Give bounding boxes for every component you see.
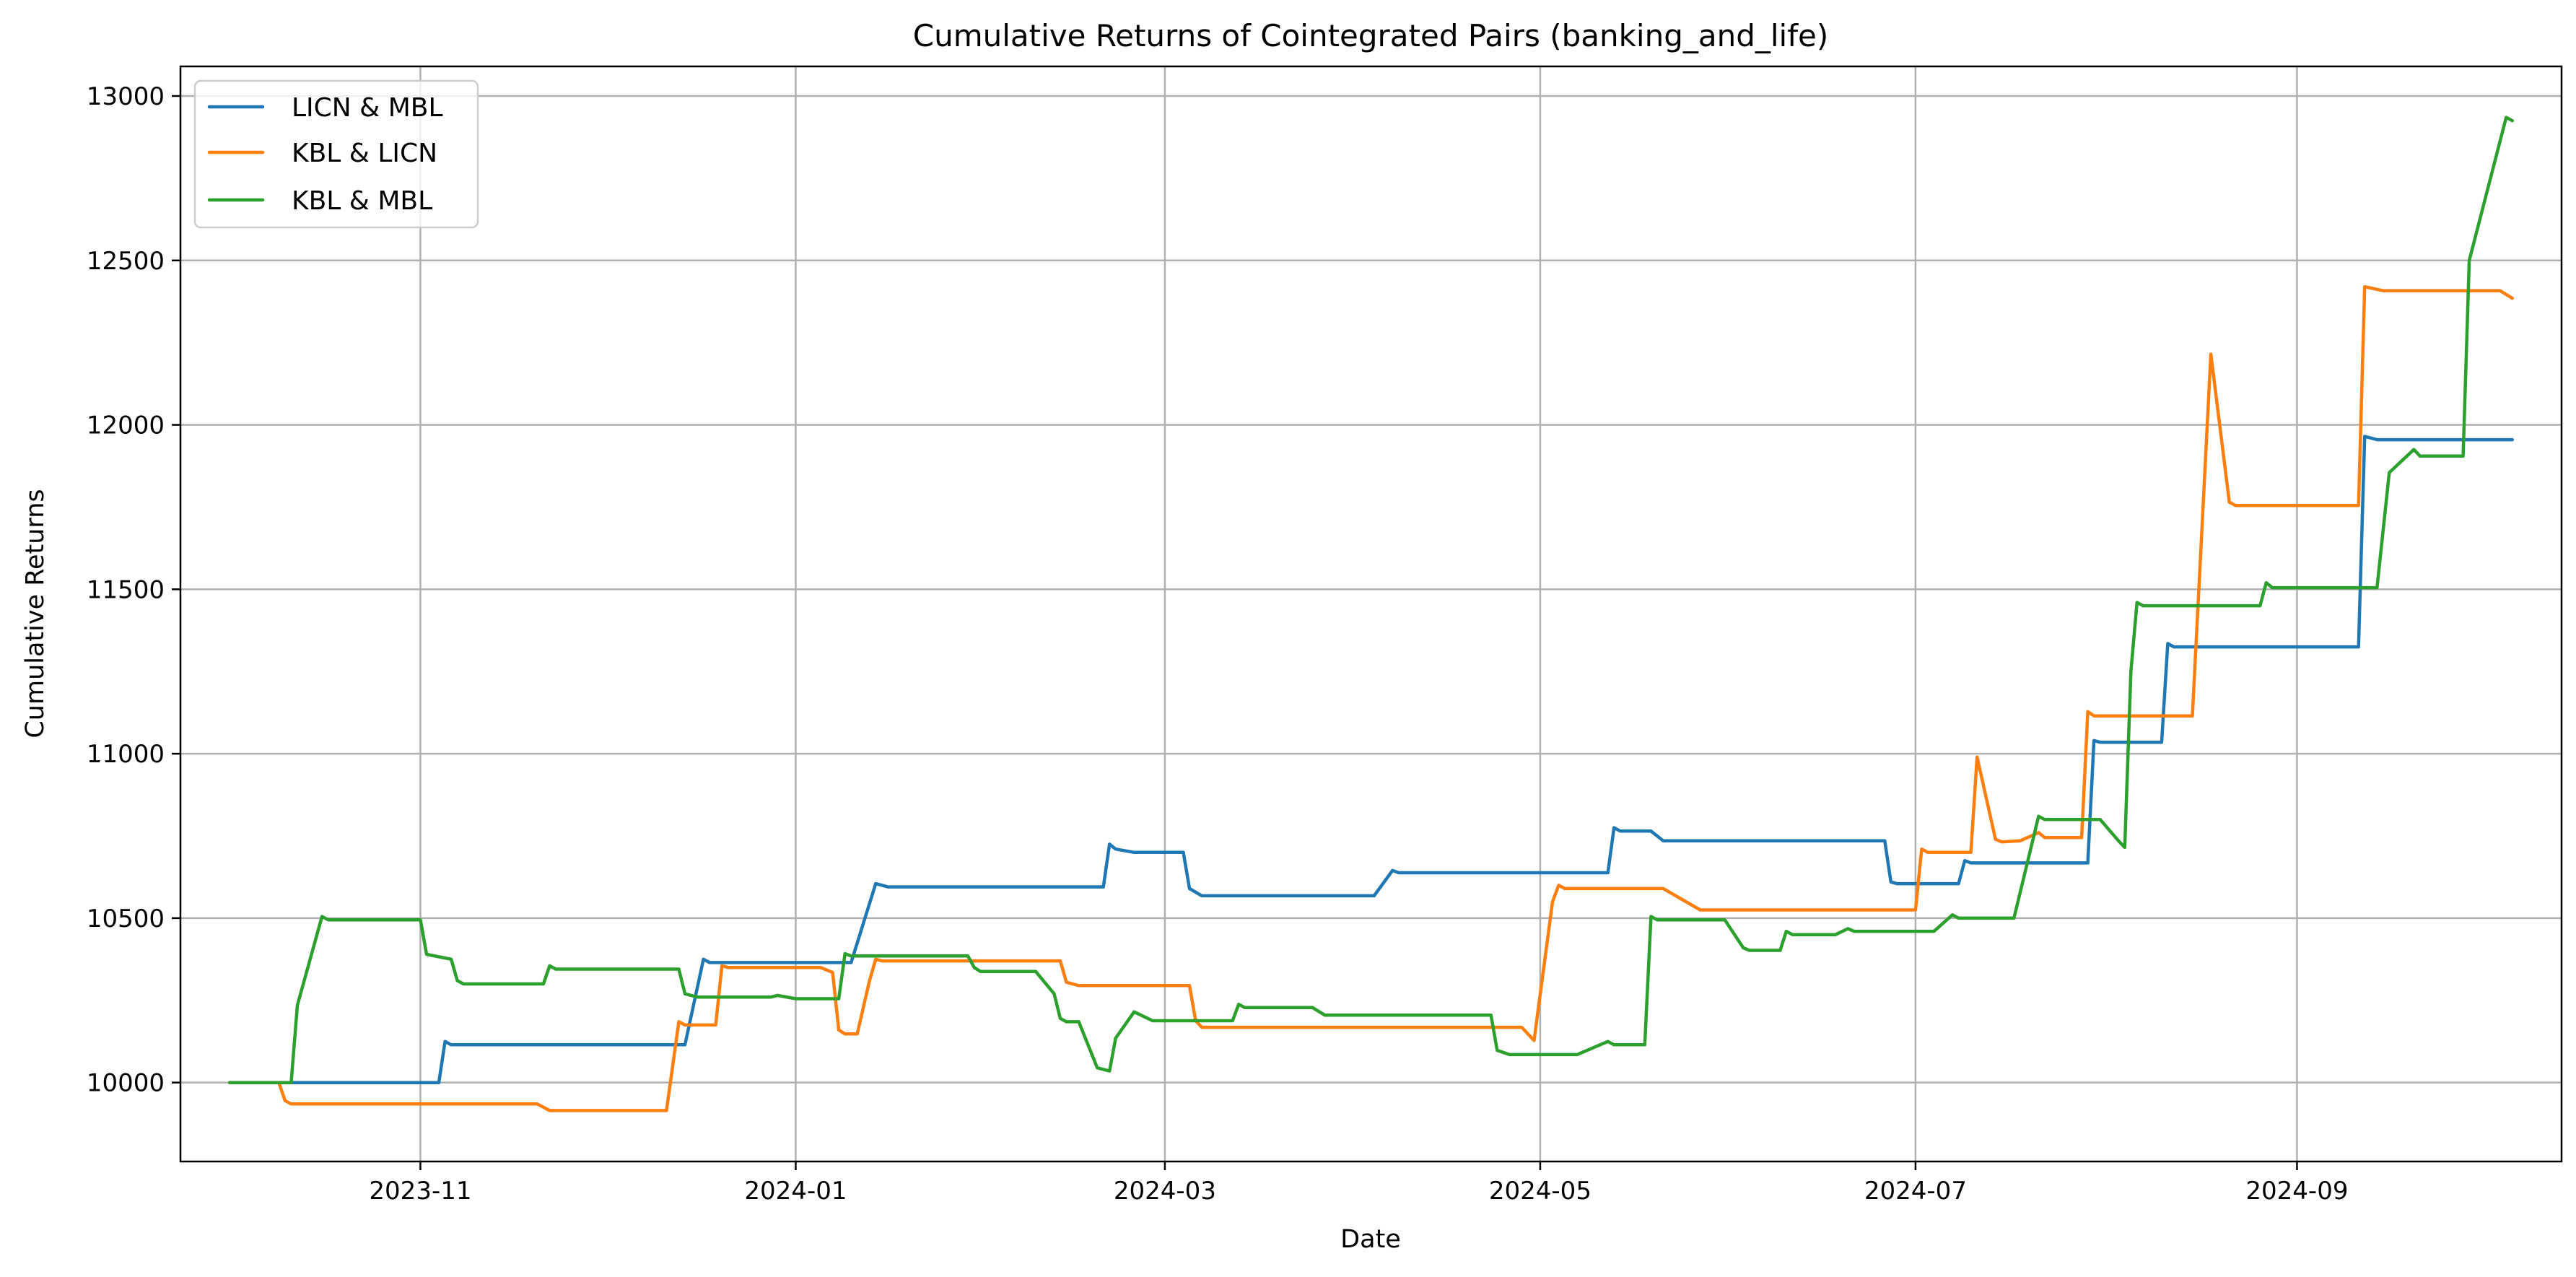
legend-label-kbl-licn: KBL & LICN (292, 139, 437, 168)
x-axis: 2023-11 2024-01 2024-03 2024-05 2024-07 2024-… (369, 1161, 2348, 1206)
x-tick-label: 2023-11 (369, 1177, 471, 1206)
series-line-licn-mbl (227, 435, 2515, 1084)
y-tick-label: 10500 (87, 905, 165, 933)
y-tick-label: 11000 (87, 740, 165, 769)
legend-box (193, 79, 479, 229)
x-tick-label: 2024-07 (1864, 1177, 1967, 1206)
chart-title: Cumulative Returns of Cointegrated Pairs… (913, 18, 1829, 53)
series-line-kbl-mbl (227, 116, 2515, 1084)
y-tick-label: 12500 (87, 247, 165, 276)
plot-frame (179, 65, 2563, 1163)
series-line-kbl-licn (227, 284, 2515, 1112)
legend: LICN & MBL KBL & LICN KBL & MBL (193, 79, 479, 229)
y-axis: 10000 10500 11000 11500 12000 12500 13000 (87, 82, 180, 1098)
y-axis-label: Cumulative Returns (21, 489, 50, 738)
x-gridlines (419, 66, 2298, 1161)
y-tick-label: 13000 (87, 82, 165, 111)
series-group (227, 116, 2515, 1112)
legend-label-licn-mbl: LICN & MBL (292, 93, 443, 123)
x-tick-label: 2024-05 (1489, 1177, 1592, 1206)
x-axis-label: Date (1340, 1225, 1401, 1254)
legend-label-kbl-mbl: KBL & MBL (292, 186, 432, 216)
plot-area (180, 66, 2562, 1161)
x-tick-label: 2024-03 (1114, 1177, 1216, 1206)
y-gridlines (180, 95, 2562, 1084)
x-tick-label: 2024-01 (744, 1177, 847, 1206)
x-tick-label: 2024-09 (2245, 1177, 2348, 1206)
y-tick-label: 12000 (87, 411, 165, 440)
y-tick-label: 10000 (87, 1069, 165, 1098)
y-tick-label: 11500 (87, 575, 165, 604)
